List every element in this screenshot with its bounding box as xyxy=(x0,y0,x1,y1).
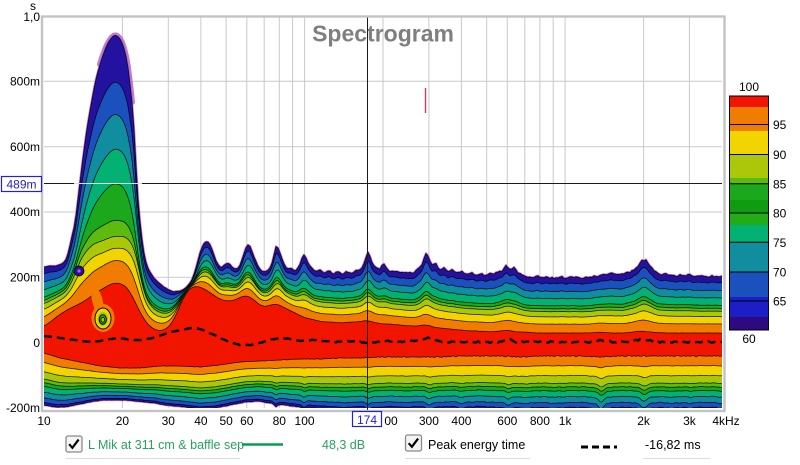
svg-text:50: 50 xyxy=(219,414,233,428)
svg-text:800m: 800m xyxy=(10,75,40,89)
svg-text:75: 75 xyxy=(773,236,787,250)
svg-text:85: 85 xyxy=(773,177,787,191)
svg-text:300: 300 xyxy=(419,414,439,428)
svg-text:80: 80 xyxy=(773,207,787,221)
svg-text:200m: 200m xyxy=(10,271,40,285)
svg-text:600: 600 xyxy=(497,414,517,428)
svg-text:20: 20 xyxy=(116,414,130,428)
svg-text:600m: 600m xyxy=(10,140,40,154)
svg-text:2k: 2k xyxy=(637,414,651,428)
svg-text:400: 400 xyxy=(451,414,471,428)
svg-text:L Mik at 311 cm & baffle sep: L Mik at 311 cm & baffle sep xyxy=(88,438,244,452)
svg-text:40: 40 xyxy=(194,414,208,428)
svg-text:0: 0 xyxy=(33,336,40,350)
svg-text:48,3 dB: 48,3 dB xyxy=(322,438,365,452)
svg-text:1,0: 1,0 xyxy=(23,10,40,24)
svg-text:10: 10 xyxy=(37,414,51,428)
svg-text:s: s xyxy=(30,0,36,13)
svg-text:1k: 1k xyxy=(559,414,573,428)
svg-text:65: 65 xyxy=(773,295,787,309)
svg-text:100: 100 xyxy=(295,414,315,428)
svg-text:Spectrogram: Spectrogram xyxy=(312,21,454,47)
svg-text:60: 60 xyxy=(240,414,254,428)
svg-text:400m: 400m xyxy=(10,205,40,219)
svg-text:-200m: -200m xyxy=(6,401,40,415)
svg-text:Peak energy time: Peak energy time xyxy=(428,438,525,452)
svg-text:800: 800 xyxy=(530,414,550,428)
svg-text:70: 70 xyxy=(773,266,787,280)
svg-text:174: 174 xyxy=(357,413,377,427)
svg-text:-16,82 ms: -16,82 ms xyxy=(645,438,701,452)
svg-text:489m: 489m xyxy=(6,178,36,192)
svg-text:95: 95 xyxy=(773,118,787,132)
svg-text:3k: 3k xyxy=(683,414,697,428)
svg-text:60: 60 xyxy=(742,332,756,346)
svg-text:90: 90 xyxy=(773,148,787,162)
svg-text:100: 100 xyxy=(739,80,759,94)
svg-text:80: 80 xyxy=(273,414,287,428)
svg-text:30: 30 xyxy=(162,414,176,428)
svg-text:4kHz: 4kHz xyxy=(712,414,739,428)
svg-text:00: 00 xyxy=(384,414,398,428)
